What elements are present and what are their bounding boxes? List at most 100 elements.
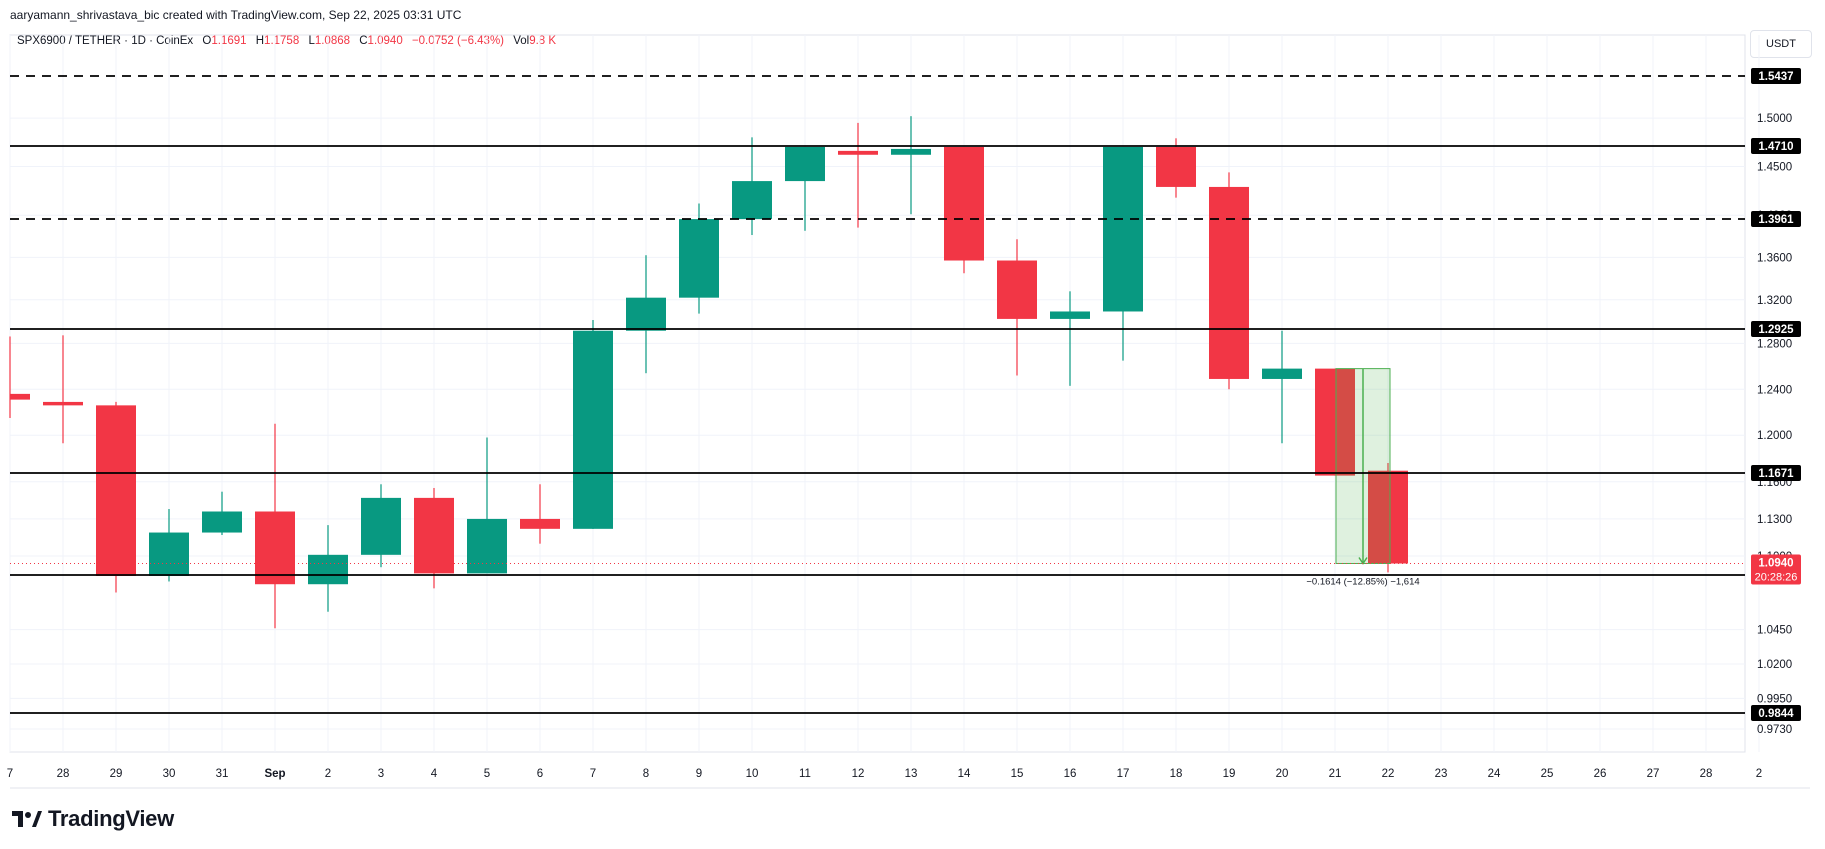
x-tick-label: 3 [378, 768, 384, 780]
legend-change: −0.0752 (−6.43%) [411, 35, 505, 47]
price-level-tag [1751, 211, 1801, 227]
tradingview-logo-icon [12, 811, 42, 827]
legend-volume: 9.8 K [529, 35, 557, 47]
x-tick-label: 13 [905, 768, 918, 780]
candle-body[interactable] [202, 511, 242, 533]
price-level-tag [1751, 465, 1801, 481]
x-tick-label: 7 [590, 768, 596, 780]
candle-body[interactable] [10, 393, 30, 400]
price-level-label: 1.3961 [1758, 214, 1794, 226]
x-tick-label: 23 [1435, 768, 1448, 780]
x-tick-label: 2 [325, 768, 331, 780]
candle-body[interactable] [1209, 186, 1249, 379]
price-level-label: 0.9844 [1758, 708, 1794, 720]
x-tick-label: 29 [110, 768, 123, 780]
x-tick-label: 20 [1276, 768, 1289, 780]
x-tick-label: 21 [1329, 768, 1342, 780]
candle-body[interactable] [96, 405, 136, 576]
price-level-tag [1751, 68, 1801, 84]
countdown-label: 20:28:26 [1755, 571, 1798, 583]
legend-close-label: C [359, 35, 368, 47]
legend-volume-label: Vol [513, 35, 530, 47]
y-tick-label: 1.5000 [1757, 113, 1792, 125]
x-tick-label: 25 [1541, 768, 1554, 780]
x-tick-label: 17 [1117, 768, 1130, 780]
currency-button[interactable]: USDT [1750, 30, 1812, 58]
candle-body[interactable] [997, 260, 1037, 319]
y-tick-label: 1.0200 [1757, 659, 1792, 671]
candle-body[interactable] [732, 181, 772, 220]
x-tick-label: 2 [1756, 768, 1762, 780]
candle-body[interactable] [308, 554, 348, 585]
tradingview-logo-text: TradingView [48, 806, 174, 831]
candle-body[interactable] [679, 219, 719, 298]
price-level-tag [1751, 138, 1801, 154]
price-level-label: 1.2925 [1758, 324, 1794, 336]
x-tick-label: 8 [643, 768, 649, 780]
y-tick-label: 1.3600 [1757, 252, 1792, 264]
candle-body[interactable] [149, 532, 189, 576]
plot-area-border [9, 34, 1746, 753]
candle-body[interactable] [1368, 470, 1408, 564]
last-price-label: 1.0940 [1758, 557, 1793, 569]
x-tick-label: 28 [57, 768, 70, 780]
candle-body[interactable] [255, 511, 295, 585]
symbol-legend: SPX6900 / TETHER · 1D · CoinEx O1.1691 H… [17, 35, 556, 47]
legend-high-label: H [255, 35, 265, 47]
x-tick-label: 27 [1647, 768, 1660, 780]
x-tick-label: 10 [746, 768, 759, 780]
x-tick-label: 24 [1488, 768, 1501, 780]
legend-open: 1.1691 [211, 35, 247, 47]
price-level-label: 1.1671 [1758, 468, 1794, 480]
x-tick-label: 31 [216, 768, 229, 780]
candle-body[interactable] [785, 146, 825, 182]
x-tick-label: 30 [163, 768, 176, 780]
candle-body[interactable] [43, 401, 83, 406]
candle-body[interactable] [1262, 368, 1302, 379]
candle-body[interactable] [414, 497, 454, 574]
y-tick-label: 1.2400 [1757, 384, 1792, 396]
x-tick-label: 12 [852, 768, 865, 780]
candlestick-chart[interactable]: 1.50001.45001.40001.36001.32001.28001.24… [0, 0, 1825, 800]
candle-body[interactable] [944, 146, 984, 261]
x-tick-label: Sep [264, 768, 285, 780]
candle-body[interactable] [1156, 146, 1196, 187]
candle-body[interactable] [573, 330, 613, 529]
x-tick-label: 16 [1064, 768, 1077, 780]
y-tick-label: 1.3200 [1757, 295, 1792, 307]
x-tick-label: 19 [1223, 768, 1236, 780]
price-level-label: 1.5437 [1758, 71, 1793, 83]
x-tick-label: 28 [1700, 768, 1713, 780]
candle-body[interactable] [1315, 368, 1355, 476]
legend-low-label: L [308, 35, 315, 47]
candle-body[interactable] [1050, 311, 1090, 319]
chart-attribution: aaryamann_shrivastava_bic created with T… [10, 8, 462, 22]
candle-body[interactable] [626, 297, 666, 331]
x-tick-label: 14 [958, 768, 971, 780]
y-tick-label: 1.0450 [1757, 625, 1792, 637]
x-tick-label: 18 [1170, 768, 1183, 780]
x-tick-label: 7 [7, 768, 13, 780]
candle-body[interactable] [520, 518, 560, 529]
x-tick-label: 6 [537, 768, 543, 780]
candle-body[interactable] [1103, 146, 1143, 312]
price-level-tag [1751, 705, 1801, 721]
x-tick-label: 15 [1011, 768, 1024, 780]
y-tick-label: 1.4500 [1757, 161, 1792, 173]
price-level-tag [1751, 321, 1801, 337]
candle-body[interactable] [467, 518, 507, 574]
y-tick-label: 1.1300 [1757, 514, 1792, 526]
candle-body[interactable] [361, 497, 401, 555]
x-tick-label: 26 [1594, 768, 1607, 780]
candle-body[interactable] [838, 150, 878, 155]
legend-close: 1.0940 [367, 35, 403, 47]
tradingview-logo[interactable]: TradingView [12, 806, 174, 832]
legend-symbol[interactable]: SPX6900 / TETHER · 1D · CoinEx [17, 35, 194, 47]
legend-low: 1.0868 [314, 35, 351, 47]
x-tick-label: 22 [1382, 768, 1395, 780]
legend-high: 1.1758 [264, 35, 300, 47]
x-tick-label: 5 [484, 768, 490, 780]
y-tick-label: 0.9730 [1757, 724, 1792, 736]
measure-label: −0.1614 (−12.85%) −1,614 [1306, 576, 1419, 587]
candle-body[interactable] [891, 148, 931, 155]
